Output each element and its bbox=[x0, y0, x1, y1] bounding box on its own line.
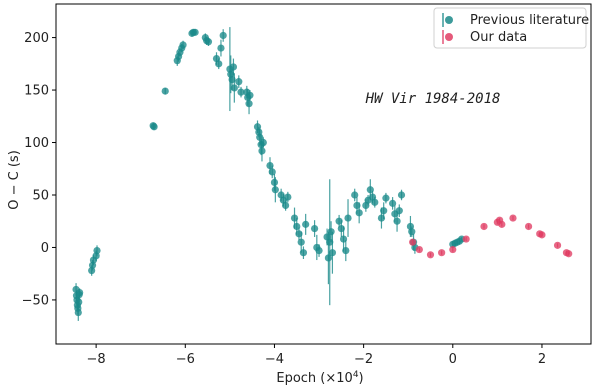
legend-previous-marker bbox=[445, 16, 453, 24]
legend-label-previous: Previous literature bbox=[470, 13, 589, 28]
y-tick-label: 0 bbox=[41, 241, 49, 256]
data-point bbox=[380, 207, 388, 215]
data-point bbox=[235, 78, 243, 86]
data-point bbox=[271, 186, 279, 194]
y-axis-title: O − C (s) bbox=[7, 150, 22, 210]
data-point bbox=[302, 220, 310, 228]
data-point bbox=[310, 224, 319, 233]
data-point bbox=[409, 238, 417, 246]
ticks: −8 −6 −4 −2 0 2 −50 0 50 100 150 200 bbox=[22, 31, 547, 367]
data-point bbox=[315, 247, 323, 255]
legend-frame bbox=[433, 7, 587, 49]
data-point bbox=[74, 308, 82, 317]
x-axis-title: Epoch (×104) bbox=[276, 370, 363, 386]
data-point bbox=[150, 123, 158, 131]
data-point bbox=[161, 87, 169, 95]
axes-frame bbox=[55, 3, 592, 345]
axes bbox=[55, 3, 592, 345]
legend-ours-marker bbox=[445, 33, 453, 41]
data-point bbox=[237, 88, 245, 96]
data-point bbox=[395, 207, 403, 215]
data-point bbox=[565, 250, 573, 258]
data-point bbox=[246, 91, 254, 99]
y-tick-label: 200 bbox=[24, 31, 49, 46]
x-tick-label: 0 bbox=[449, 352, 457, 367]
data-point bbox=[191, 28, 199, 36]
data-point bbox=[426, 251, 435, 259]
data-point bbox=[382, 194, 390, 202]
data-point bbox=[524, 222, 533, 231]
data-point bbox=[509, 214, 517, 222]
series-our-data bbox=[409, 214, 573, 259]
data-point bbox=[297, 238, 305, 246]
data-point bbox=[217, 44, 225, 52]
data-point bbox=[393, 217, 401, 225]
data-point bbox=[328, 249, 337, 257]
data-point bbox=[204, 38, 213, 46]
x-tick-label: −4 bbox=[265, 352, 284, 367]
series-previous-literature bbox=[72, 27, 466, 321]
data-point bbox=[75, 298, 83, 306]
plot-area bbox=[72, 27, 573, 321]
data-point bbox=[355, 209, 363, 217]
data-point bbox=[342, 247, 350, 255]
data-point bbox=[371, 198, 379, 206]
y-tick-label: −50 bbox=[22, 293, 49, 308]
x-tick-label: 2 bbox=[538, 352, 546, 367]
data-point bbox=[344, 214, 352, 222]
data-point bbox=[553, 241, 562, 249]
data-point bbox=[284, 193, 292, 201]
data-point bbox=[76, 288, 84, 297]
data-point bbox=[389, 199, 397, 207]
data-point bbox=[299, 249, 308, 257]
legend: Previous literature Our data bbox=[433, 7, 589, 49]
x-tick-label: −8 bbox=[87, 352, 106, 367]
data-point bbox=[93, 247, 101, 255]
data-point bbox=[480, 222, 488, 231]
data-point bbox=[438, 249, 446, 257]
data-point bbox=[538, 231, 546, 239]
data-point bbox=[449, 245, 457, 254]
data-point bbox=[230, 84, 238, 92]
data-point bbox=[498, 220, 506, 228]
data-point bbox=[408, 228, 416, 236]
data-point bbox=[219, 31, 227, 40]
data-point bbox=[327, 228, 335, 236]
data-point bbox=[259, 138, 267, 147]
x-tick-label: −6 bbox=[176, 352, 195, 367]
data-point bbox=[258, 147, 266, 155]
data-point bbox=[215, 60, 223, 68]
object-annotation: HW Vir 1984-2018 bbox=[365, 91, 501, 107]
y-tick-label: 50 bbox=[32, 188, 49, 203]
data-point bbox=[229, 63, 238, 71]
legend-label-ours: Our data bbox=[470, 30, 527, 45]
data-point bbox=[415, 245, 423, 254]
data-point bbox=[268, 168, 276, 176]
data-point bbox=[270, 178, 279, 186]
data-point bbox=[179, 41, 187, 49]
data-point bbox=[245, 100, 253, 108]
x-tick-label: −2 bbox=[354, 352, 373, 367]
y-tick-label: 150 bbox=[24, 84, 49, 99]
data-point bbox=[462, 235, 470, 243]
y-tick-label: 100 bbox=[24, 136, 49, 151]
data-point bbox=[282, 201, 290, 210]
data-point bbox=[351, 191, 359, 199]
data-point bbox=[397, 191, 406, 199]
